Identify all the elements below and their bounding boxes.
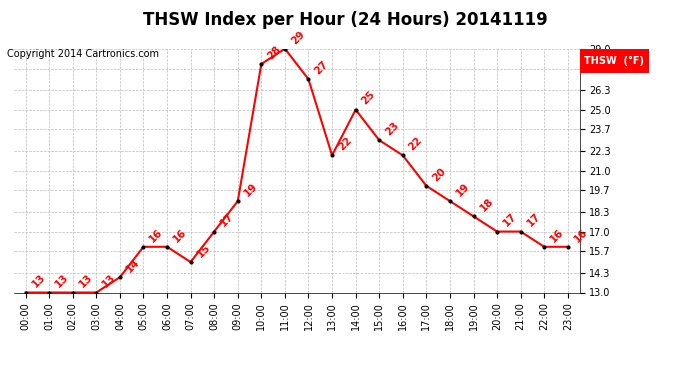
- Text: 27: 27: [313, 59, 330, 76]
- Text: 22: 22: [336, 135, 353, 153]
- Text: 13: 13: [30, 272, 47, 290]
- Text: 22: 22: [407, 135, 424, 153]
- Text: 13: 13: [53, 272, 70, 290]
- Text: 18: 18: [477, 196, 495, 213]
- Text: 17: 17: [218, 211, 236, 229]
- Text: 29: 29: [289, 29, 306, 46]
- Text: 16: 16: [171, 227, 188, 244]
- Text: 15: 15: [195, 242, 212, 259]
- Text: THSW  (°F): THSW (°F): [584, 56, 644, 66]
- Text: 16: 16: [572, 227, 589, 244]
- Text: 20: 20: [431, 166, 448, 183]
- Text: Copyright 2014 Cartronics.com: Copyright 2014 Cartronics.com: [7, 49, 159, 59]
- Text: 17: 17: [525, 211, 542, 229]
- Text: 19: 19: [454, 181, 471, 198]
- Text: 19: 19: [242, 181, 259, 198]
- Text: 14: 14: [124, 257, 141, 274]
- Text: 16: 16: [148, 227, 165, 244]
- Text: 13: 13: [77, 272, 95, 290]
- Text: 13: 13: [101, 272, 118, 290]
- Text: 23: 23: [384, 120, 401, 137]
- Text: 17: 17: [501, 211, 519, 229]
- Text: THSW Index per Hour (24 Hours) 20141119: THSW Index per Hour (24 Hours) 20141119: [143, 11, 547, 29]
- Text: 28: 28: [266, 44, 283, 61]
- Text: 16: 16: [549, 227, 566, 244]
- Text: 25: 25: [359, 90, 377, 107]
